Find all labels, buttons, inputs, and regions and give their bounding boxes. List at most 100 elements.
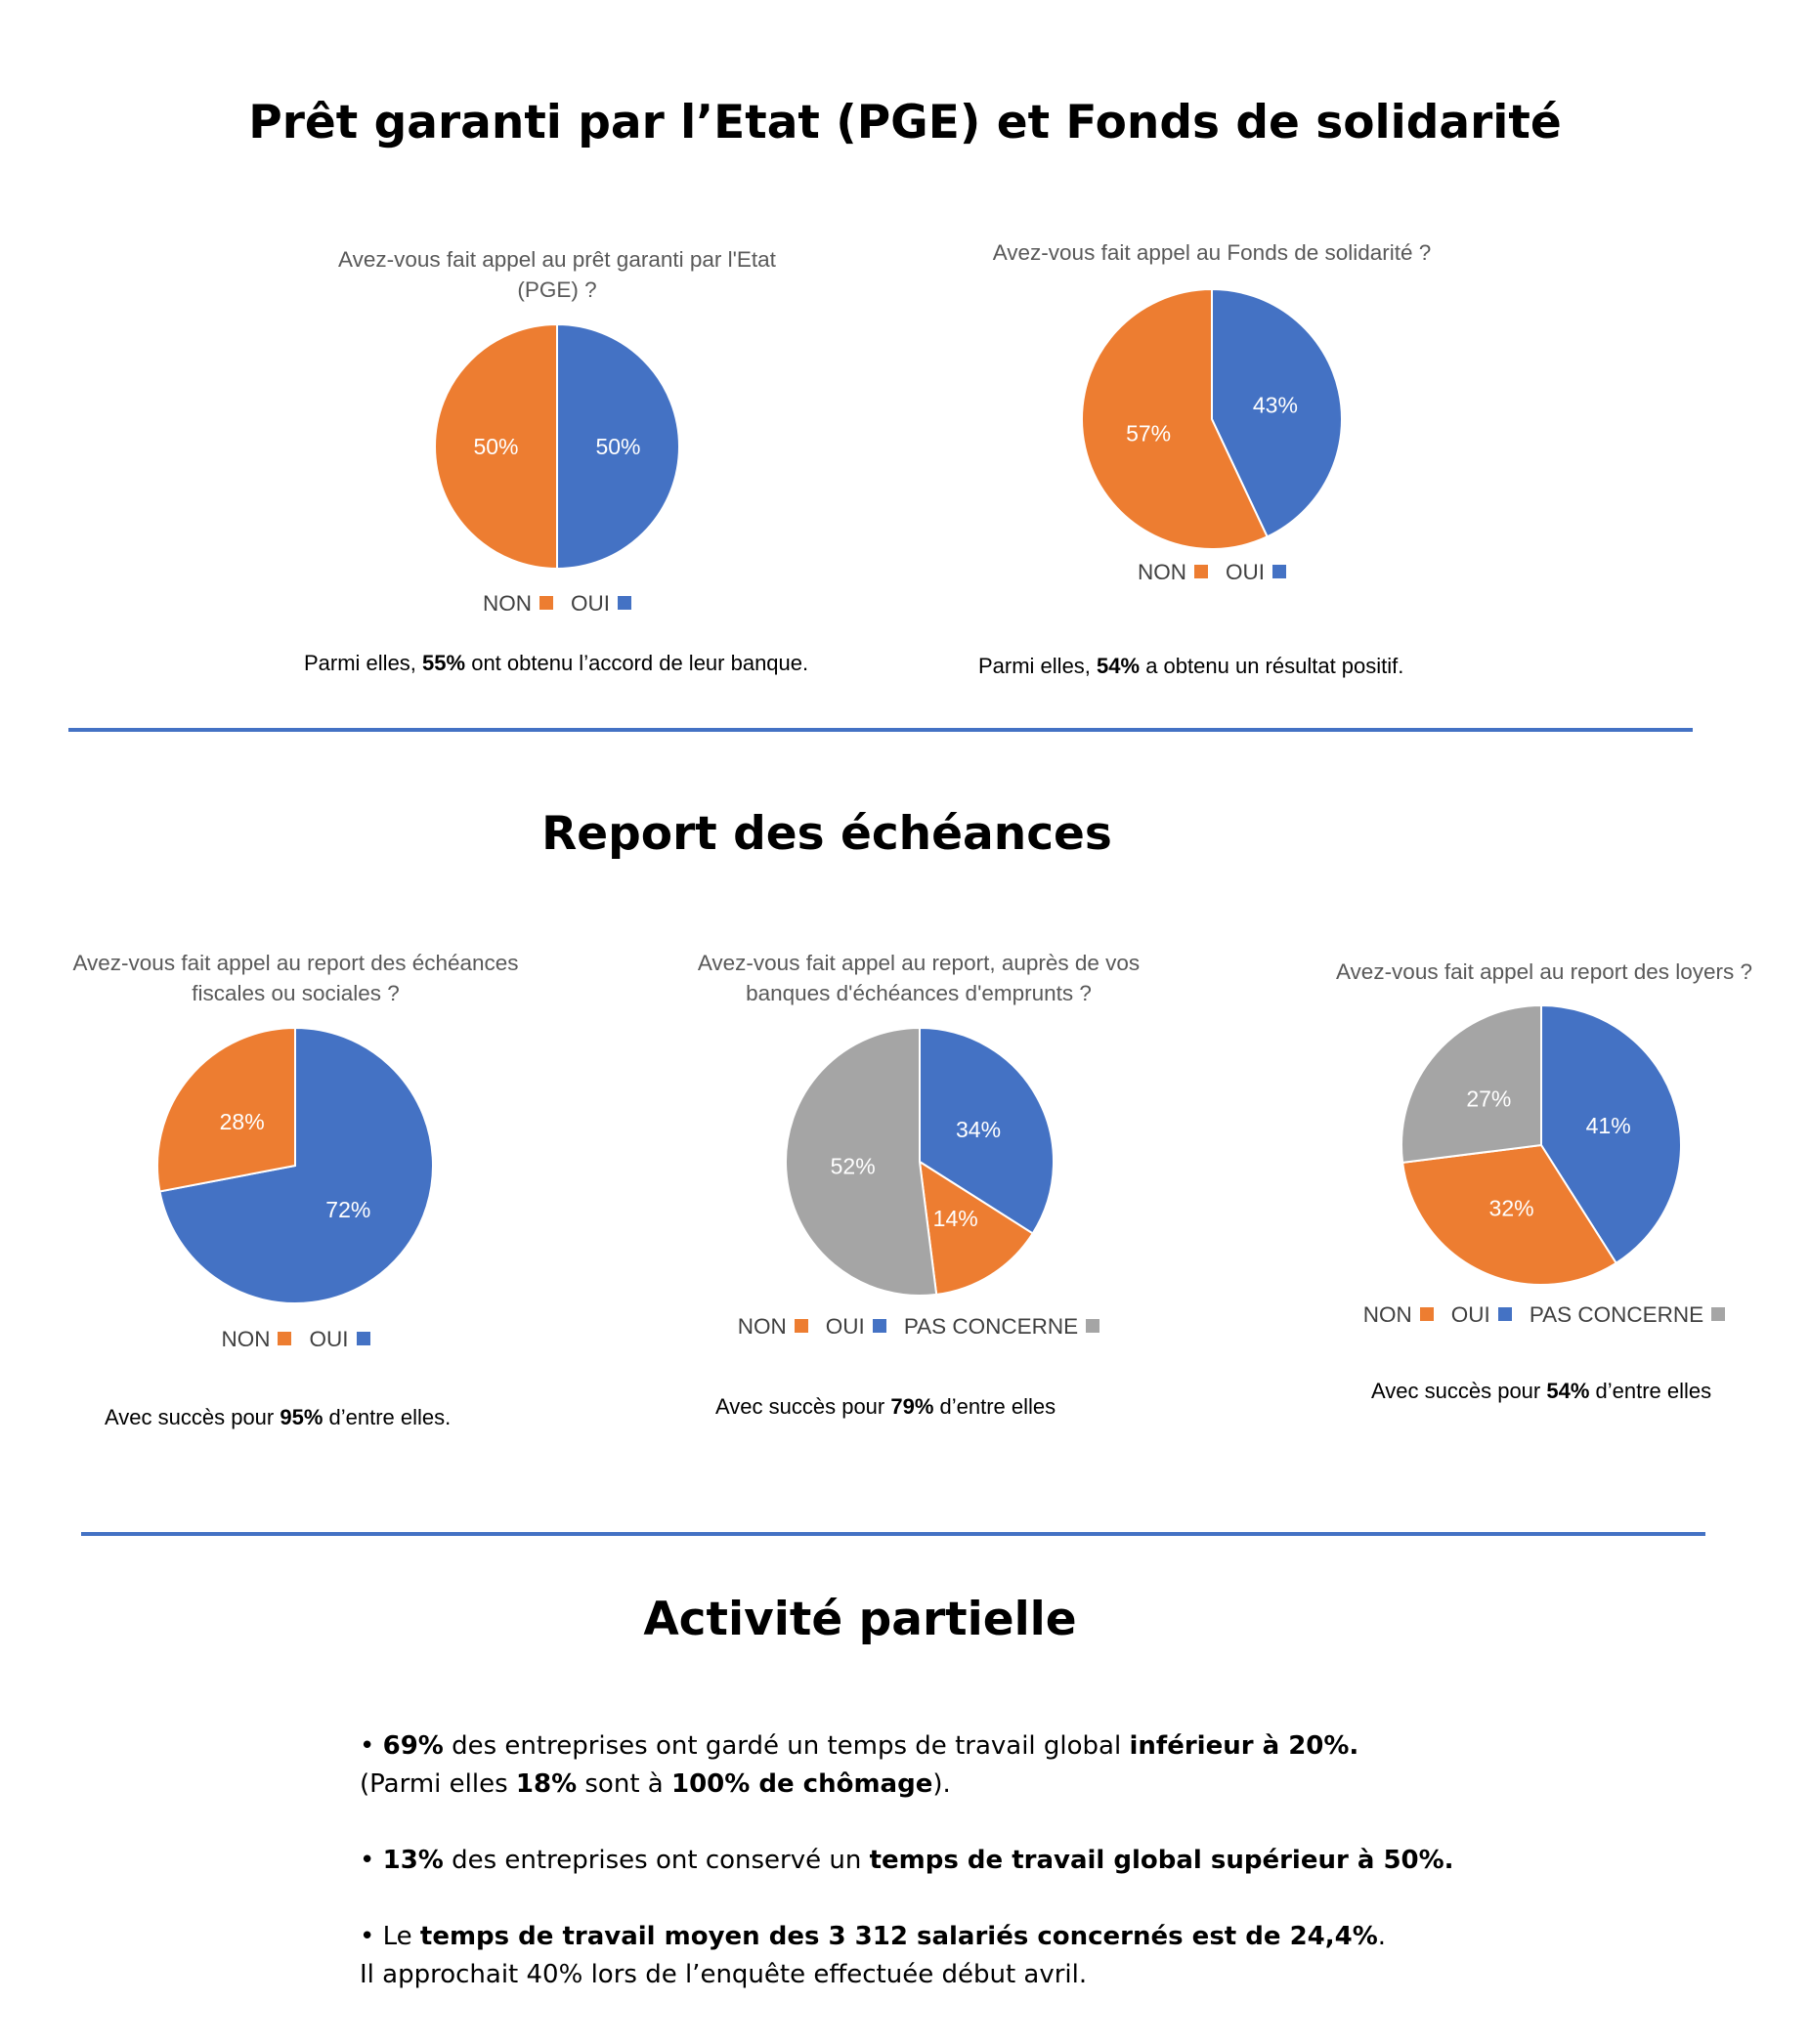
data-label-non: 28% <box>220 1109 265 1134</box>
chart-pge: Avez-vous fait appel au prêt garanti par… <box>293 244 821 635</box>
bullet-3: • Le temps de travail moyen des 3 312 sa… <box>360 1922 1387 1951</box>
legend-item-oui: OUI <box>1226 560 1286 585</box>
legend-swatch <box>618 596 631 610</box>
chart-title-line: Avez-vous fait appel au prêt garanti par… <box>338 247 776 272</box>
chart-report-emprunts: Avez-vous fait appel au report, auprès d… <box>665 948 1173 1348</box>
divider-2 <box>81 1532 1705 1536</box>
chart-title: Avez-vous fait appel au prêt garanti par… <box>293 244 821 305</box>
pie-slice-non <box>156 1026 296 1193</box>
data-label-oui: 34% <box>956 1117 1001 1142</box>
legend-label: OUI <box>1450 1302 1490 1327</box>
legend-swatch <box>1497 1307 1512 1321</box>
legend-swatch <box>1272 565 1286 578</box>
legend-label: NON <box>1137 560 1186 584</box>
section-title-activite-partielle: Activité partielle <box>643 1593 1077 1646</box>
legend: NON OUI <box>293 591 821 617</box>
legend-item-oui: OUI <box>309 1327 370 1352</box>
legend-label: OUI <box>309 1327 349 1351</box>
legend: NON OUI PAS CONCERNE <box>665 1314 1173 1340</box>
chart-fonds-solidarite: Avez-vous fait appel au Fonds de solidar… <box>938 237 1486 599</box>
data-label-non: 57% <box>1126 421 1171 447</box>
legend-swatch <box>539 596 553 610</box>
data-label-pas-concerne: 27% <box>1466 1086 1511 1112</box>
data-label-oui: 72% <box>325 1197 370 1222</box>
chart-report-loyers: Avez-vous fait appel au report des loyer… <box>1319 957 1769 1347</box>
legend-swatch <box>278 1332 292 1345</box>
chart-title-line: banques d'échéances d'emprunts ? <box>746 981 1092 1005</box>
bullet-1-line-2: (Parmi elles 18% sont à 100% de chômage)… <box>360 1769 951 1799</box>
data-label-oui: 50% <box>595 434 640 459</box>
bullet-1: • 69% des entreprises ont gardé un temps… <box>360 1731 1359 1761</box>
note-pge: Parmi elles, 55% ont obtenu l’accord de … <box>304 651 809 675</box>
legend-label: NON <box>1362 1302 1412 1327</box>
pie: 41% 32% 27% <box>1401 1003 1682 1286</box>
activite-bullets: • 69% des entreprises ont gardé un temps… <box>360 1727 1454 1994</box>
legend: NON OUI PAS CONCERNE <box>1319 1302 1769 1328</box>
pie-slice-non <box>918 1160 1035 1297</box>
pie-slice-pas-concerne <box>1401 1003 1542 1165</box>
chart-title: Avez-vous fait appel au Fonds de solidar… <box>938 237 1486 268</box>
chart-title-line: Avez-vous fait appel au report, auprès d… <box>697 951 1141 975</box>
legend: NON OUI <box>59 1327 533 1352</box>
data-label-oui: 43% <box>1253 392 1298 417</box>
section-title-pge-fonds: Prêt garanti par l’Etat (PGE) et Fonds d… <box>248 96 1562 149</box>
legend-swatch <box>356 1332 370 1345</box>
chart-title-line: Avez-vous fait appel au Fonds de solidar… <box>992 240 1432 265</box>
legend-swatch <box>872 1319 886 1333</box>
legend-item-non: NON <box>738 1314 808 1340</box>
section-title-report-echeances: Report des échéances <box>541 807 1112 861</box>
legend-label: PAS CONCERNE <box>903 1314 1079 1339</box>
legend-item-non: NON <box>483 591 553 617</box>
data-label-non: 14% <box>933 1206 978 1231</box>
legend-label: PAS CONCERNE <box>1529 1302 1704 1327</box>
legend-label: NON <box>221 1327 271 1351</box>
data-label-non: 32% <box>1489 1196 1534 1221</box>
legend-label: OUI <box>570 591 610 616</box>
chart-title-line: (PGE) ? <box>517 277 597 302</box>
legend-item-pas-concerne: PAS CONCERNE <box>903 1314 1100 1340</box>
pie-slice-non <box>1401 1143 1618 1286</box>
pie-slice-non <box>434 322 558 571</box>
pie-slice-oui <box>1211 287 1343 538</box>
legend-label: OUI <box>825 1314 865 1339</box>
chart-title-line: fiscales ou sociales ? <box>192 981 400 1005</box>
legend: NON OUI <box>938 560 1486 585</box>
chart-title-line: Avez-vous fait appel au report des loyer… <box>1335 959 1753 984</box>
legend-swatch <box>1419 1307 1434 1321</box>
chart-title-line: Avez-vous fait appel au report des échéa… <box>72 951 519 975</box>
legend-label: NON <box>737 1314 787 1339</box>
note-fonds: Parmi elles, 54% a obtenu un résultat po… <box>978 654 1404 678</box>
pie-slice-pas-concerne <box>785 1026 938 1297</box>
pie-slice-oui <box>158 1026 434 1304</box>
legend-item-pas-concerne: PAS CONCERNE <box>1529 1302 1726 1328</box>
pie: 43% 57% <box>1081 287 1343 550</box>
legend-label: OUI <box>1225 560 1265 584</box>
legend-label: NON <box>482 591 532 616</box>
legend-swatch <box>1711 1307 1726 1321</box>
chart-report-fiscales: Avez-vous fait appel au report des échéa… <box>59 948 533 1358</box>
chart-title: Avez-vous fait appel au report des échéa… <box>59 948 533 1008</box>
pie: 72% 28% <box>156 1026 434 1304</box>
pie: 34% 14% 52% <box>785 1026 1055 1297</box>
legend-item-non: NON <box>1138 560 1208 585</box>
data-label-oui: 41% <box>1586 1113 1631 1138</box>
pie: 50% 50% <box>434 322 680 571</box>
chart-title: Avez-vous fait appel au report, auprès d… <box>665 948 1173 1008</box>
divider-1 <box>68 728 1693 732</box>
bullet-2: • 13% des entreprises ont conservé un te… <box>360 1846 1454 1875</box>
legend-swatch <box>1086 1319 1100 1333</box>
note-emprunts: Avec succès pour 79% d’entre elles <box>715 1394 1056 1419</box>
data-label-pas-concerne: 52% <box>831 1153 876 1178</box>
legend-swatch <box>794 1319 808 1333</box>
note-fiscales: Avec succès pour 95% d’entre elles. <box>105 1405 452 1429</box>
legend-item-non: NON <box>221 1327 292 1352</box>
data-label-non: 50% <box>473 434 518 459</box>
legend-item-non: NON <box>1363 1302 1434 1328</box>
note-loyers: Avec succès pour 54% d’entre elles <box>1371 1379 1712 1403</box>
legend-swatch <box>1193 565 1208 578</box>
pie-slice-non <box>1081 287 1269 550</box>
chart-title: Avez-vous fait appel au report des loyer… <box>1319 957 1769 987</box>
bullet-3-line-2: Il approchait 40% lors de l’enquête effe… <box>360 1960 1088 1989</box>
legend-item-oui: OUI <box>1451 1302 1512 1328</box>
legend-item-oui: OUI <box>571 591 631 617</box>
